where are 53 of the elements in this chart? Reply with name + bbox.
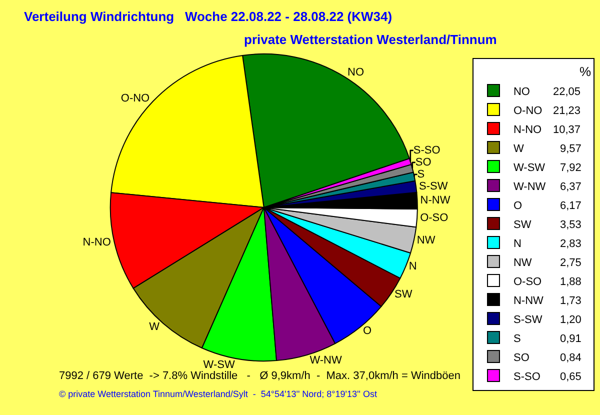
data-label: 6,37 — [560, 181, 582, 193]
text: 7992 / 679 Werte -> 7.8% Windstille - Ø 9,9km/h - Max. 37,0km/h = Windböen — [59, 370, 460, 382]
legend-label: S — [513, 332, 521, 345]
data-label: 1,20 — [560, 314, 582, 326]
legend-label: S-SO — [513, 370, 540, 383]
text: © private Wetterstation Tinnum/Westerland/Sylt - 54°54'13'' Nord; 8°19'13'' Ost — [59, 389, 378, 399]
data-label: 3,53 — [560, 219, 582, 231]
legend-label: W-NW — [513, 180, 546, 193]
legend-label: SO — [513, 352, 530, 364]
slice-label: N-NO — [82, 236, 112, 249]
legend-label: W-SW — [513, 162, 546, 174]
data-label: 0,84 — [560, 352, 582, 364]
data-label: 1,73 — [560, 295, 582, 307]
legend-label: N — [513, 238, 522, 250]
data-label: 2,83 — [560, 238, 582, 250]
slice-label: NO — [348, 66, 364, 78]
legend-label: N-NW — [513, 294, 544, 307]
slice-label: SW — [394, 288, 413, 301]
slice-label: N — [408, 260, 417, 273]
legend-label: NW — [513, 256, 532, 269]
data-label: 1,88 — [560, 276, 582, 288]
data-label: 6,17 — [560, 200, 582, 212]
slice-label: SO — [415, 156, 432, 168]
legend-title: % — [579, 64, 592, 79]
legend-label: SW — [513, 218, 532, 231]
slice-label: NW — [416, 234, 436, 246]
legend-label: O-SO — [513, 276, 542, 288]
legend-label: O — [513, 200, 522, 212]
slice-label: O-SO — [420, 212, 449, 224]
chart-subtitle: private Wetterstation Westerland/Tinnum — [244, 32, 497, 47]
legend-label: O-NO — [513, 104, 542, 117]
slice-label: S — [417, 168, 425, 180]
chart-title: Verteilung Windrichtung Woche 22.08.22 - 28.08.22 (KW34) — [24, 9, 392, 24]
data-label: 2,75 — [560, 257, 582, 269]
slice-label: W-NW — [310, 354, 342, 366]
data-label: 0,65 — [560, 371, 582, 383]
slice-label: O — [363, 324, 372, 337]
data-label: 9,57 — [560, 143, 582, 155]
data-label: 10,37 — [553, 124, 581, 136]
slice-label: W — [149, 320, 160, 333]
legend-label: S-SW — [513, 314, 542, 326]
slice-label: O-NO — [120, 92, 150, 104]
slice-label: N-NW — [420, 194, 451, 207]
data-label: 22,05 — [553, 86, 581, 98]
slice-label: S-SW — [419, 180, 448, 192]
legend-label: NO — [513, 86, 530, 98]
slice-label: W-SW — [203, 358, 236, 371]
legend-label: N-NO — [513, 124, 542, 136]
data-label: 21,23 — [553, 105, 581, 117]
data-label: 0,91 — [560, 333, 582, 345]
slice-label: S-SO — [413, 144, 441, 156]
data-label: 7,92 — [560, 162, 582, 174]
legend-label: W — [513, 142, 524, 155]
